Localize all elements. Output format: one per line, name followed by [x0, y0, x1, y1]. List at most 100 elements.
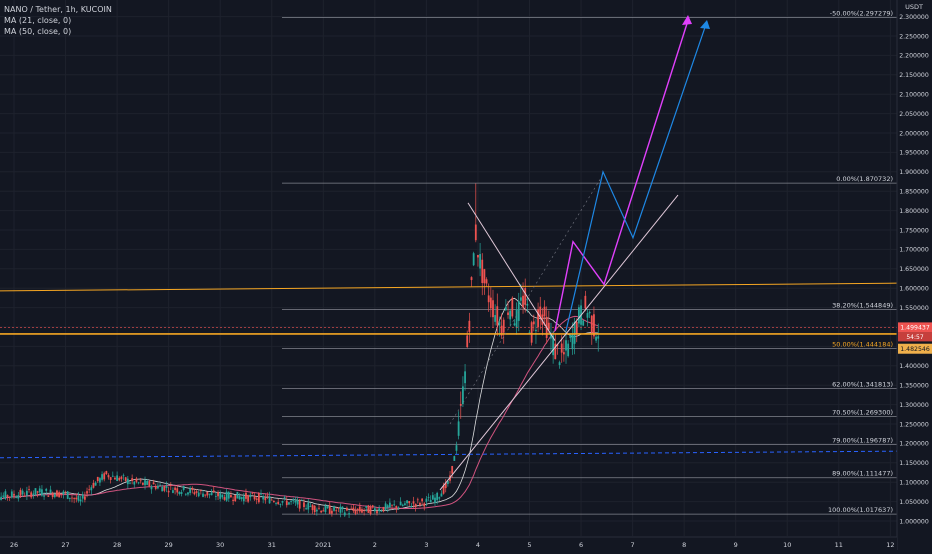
candle-body — [537, 309, 539, 328]
candle-body — [318, 507, 320, 509]
price-tick-label: 1.250000 — [899, 421, 929, 428]
candle-body — [71, 497, 73, 499]
candle-body — [245, 492, 247, 499]
candle-body — [64, 491, 67, 493]
candle-body — [135, 478, 138, 482]
candle-body — [193, 492, 196, 495]
candle-body — [472, 253, 475, 266]
candle-body — [444, 482, 447, 489]
candle-body — [369, 506, 372, 515]
candle-body — [38, 488, 41, 493]
time-tick-label: 5 — [527, 541, 531, 549]
candle-body — [330, 510, 333, 514]
candle-body — [582, 320, 585, 326]
candle-body — [395, 505, 398, 509]
candle-body — [541, 314, 544, 325]
candle-body — [466, 335, 469, 348]
candle-body — [10, 491, 13, 498]
price-tick-label: 1.800000 — [899, 208, 929, 215]
candle-body — [150, 486, 153, 490]
candle-body — [399, 501, 402, 506]
price-tick-label: 1.050000 — [899, 499, 929, 506]
candle-body — [459, 403, 462, 406]
time-axis-panel — [0, 537, 897, 550]
candle-body — [348, 513, 350, 515]
candle-body — [36, 491, 39, 493]
price-tick-label: 1.750000 — [899, 227, 929, 234]
candle-body — [494, 315, 497, 322]
candle-body — [593, 314, 595, 337]
candle-body — [412, 501, 415, 504]
candle-body — [427, 497, 430, 498]
candle-body — [535, 329, 537, 332]
candle-body — [457, 421, 460, 436]
candle-body — [483, 269, 486, 284]
ascending-trendline — [439, 194, 679, 491]
time-tick-label: 12 — [886, 541, 894, 549]
price-tick-label: 2.150000 — [899, 72, 929, 79]
candle-body — [504, 307, 507, 311]
candle-body — [356, 508, 359, 511]
candle-body — [163, 485, 166, 491]
time-tick-label: 2 — [373, 541, 377, 549]
candle-body — [335, 510, 338, 512]
candle-body — [230, 495, 232, 498]
candle-body — [324, 505, 327, 513]
candle-body — [378, 508, 381, 512]
candle-body — [558, 362, 561, 366]
candle-body — [191, 487, 194, 490]
candle-body — [77, 495, 80, 501]
candle-body — [75, 497, 78, 500]
candle-body — [234, 495, 237, 502]
time-tick-label: 9 — [734, 541, 738, 549]
candle-body — [517, 300, 520, 321]
candle-body — [288, 502, 290, 505]
candle-body — [103, 473, 106, 480]
candle-body — [322, 510, 325, 512]
candle-body — [111, 475, 114, 477]
candle-body — [419, 502, 421, 506]
candle-body — [554, 343, 557, 360]
candle-body — [23, 495, 26, 497]
candle-body — [90, 487, 93, 491]
time-tick-label: 31 — [268, 541, 276, 549]
candle-body — [530, 322, 533, 343]
candle-body — [94, 482, 97, 486]
candle-body — [178, 491, 181, 495]
candle-body — [358, 506, 361, 512]
candle-body — [376, 511, 378, 514]
candle-body — [215, 496, 217, 497]
candle-body — [453, 456, 456, 461]
candle-body — [423, 503, 426, 507]
candle-body — [442, 485, 445, 494]
candle-body — [438, 497, 441, 499]
candle-body — [416, 499, 419, 501]
candle-body — [99, 478, 101, 483]
candle-body — [152, 482, 155, 485]
candle-body — [384, 503, 387, 510]
candle-body — [197, 492, 200, 497]
candle-body — [520, 297, 522, 301]
candle-body — [333, 506, 335, 511]
candle-body — [30, 492, 33, 498]
candle-body — [300, 500, 303, 501]
candle-body — [225, 491, 228, 501]
blue-projection-path — [565, 24, 707, 332]
candle-body — [513, 323, 516, 326]
candle-body — [305, 508, 308, 510]
candle-body — [431, 495, 434, 500]
candle-body — [440, 493, 443, 497]
candle-body — [34, 488, 37, 495]
candle-body — [242, 496, 245, 502]
fib-level-label: 70.50%(1.269300) — [832, 409, 893, 417]
candle-body — [393, 504, 396, 506]
candle-body — [129, 482, 131, 484]
candle-body — [53, 494, 56, 498]
candle-body — [526, 303, 529, 306]
time-tick-label: 29 — [165, 541, 173, 549]
price-tick-label: 1.400000 — [899, 363, 929, 370]
candle-body — [114, 477, 116, 480]
candle-body — [139, 480, 142, 482]
